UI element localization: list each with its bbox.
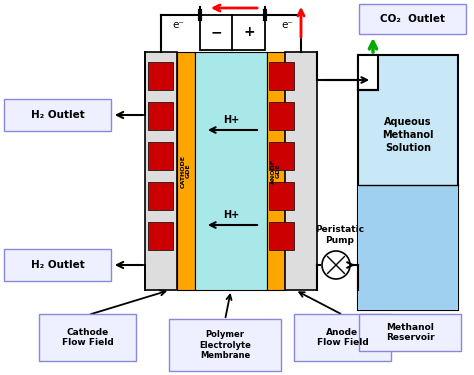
- Bar: [148, 182, 173, 210]
- Text: H+: H+: [223, 210, 239, 220]
- Bar: [200, 15, 265, 50]
- Circle shape: [322, 251, 350, 279]
- Bar: [269, 102, 294, 130]
- FancyBboxPatch shape: [359, 4, 466, 34]
- Bar: [148, 102, 173, 130]
- Text: Anode
Flow Field: Anode Flow Field: [317, 328, 368, 347]
- Text: Peristatic
Pump: Peristatic Pump: [315, 225, 365, 245]
- Bar: [177, 52, 195, 290]
- Text: ANODE
GDE: ANODE GDE: [271, 159, 281, 183]
- Bar: [145, 52, 177, 290]
- FancyBboxPatch shape: [4, 249, 111, 281]
- Bar: [148, 222, 173, 250]
- Text: H+: H+: [223, 115, 239, 125]
- Bar: [358, 55, 458, 310]
- FancyBboxPatch shape: [169, 319, 281, 371]
- Text: CO₂  Outlet: CO₂ Outlet: [380, 14, 445, 24]
- Text: Polymer
Electrolyte
Membrane: Polymer Electrolyte Membrane: [199, 330, 251, 360]
- Text: e⁻: e⁻: [172, 20, 184, 30]
- FancyBboxPatch shape: [359, 314, 461, 351]
- Bar: [269, 182, 294, 210]
- Text: e⁻: e⁻: [281, 20, 293, 30]
- Bar: [269, 222, 294, 250]
- Bar: [148, 142, 173, 170]
- Text: H₂ Outlet: H₂ Outlet: [31, 260, 84, 270]
- Bar: [269, 142, 294, 170]
- FancyBboxPatch shape: [4, 99, 111, 131]
- Text: +: +: [243, 26, 255, 39]
- FancyBboxPatch shape: [294, 314, 391, 361]
- Bar: [195, 52, 267, 290]
- Text: CATHODE
GDE: CATHODE GDE: [181, 154, 191, 188]
- Bar: [148, 62, 173, 90]
- Bar: [285, 52, 317, 290]
- Text: Methanol
Reservoir: Methanol Reservoir: [386, 323, 434, 342]
- Text: Aqueous
Methanol
Solution: Aqueous Methanol Solution: [382, 117, 434, 153]
- Text: Cathode
Flow Field: Cathode Flow Field: [62, 328, 113, 347]
- Bar: [358, 185, 458, 310]
- Bar: [358, 55, 378, 90]
- Bar: [267, 52, 285, 290]
- Text: −: −: [210, 26, 222, 39]
- Bar: [269, 62, 294, 90]
- Text: H₂ Outlet: H₂ Outlet: [31, 110, 84, 120]
- FancyBboxPatch shape: [39, 314, 136, 361]
